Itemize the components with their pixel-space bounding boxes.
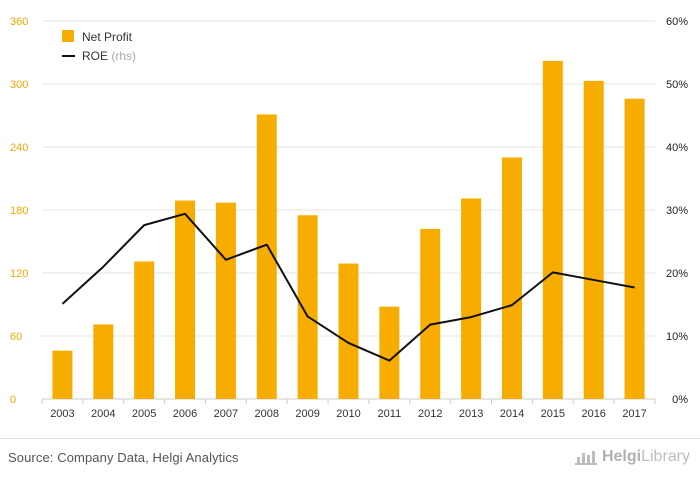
y-right-tick-label: 0% xyxy=(672,394,688,406)
bar-layer xyxy=(52,60,645,400)
y-left-tick-label: 180 xyxy=(10,205,28,217)
bar-net-profit xyxy=(175,200,196,399)
bar-net-profit xyxy=(297,215,318,399)
x-tick-label: 2013 xyxy=(459,408,483,420)
line-roe xyxy=(61,212,635,362)
legend-label-net-profit: Net Profit xyxy=(82,30,133,44)
helgi-library-logo[interactable]: HelgiLibrary xyxy=(574,448,690,466)
chart-svg: 0 0% 60 10% 120 20% 180 30% 240 40% 300 50% 360 60% 20… xyxy=(10,16,688,420)
y-right-tick-label: 60% xyxy=(666,16,688,28)
y-right-tick-label: 30% xyxy=(666,205,688,217)
x-tick-label: 2004 xyxy=(91,408,115,420)
legend: Net Profit ROE (rhs) xyxy=(62,30,136,63)
y-left-tick-label: 240 xyxy=(10,142,28,154)
bar-net-profit xyxy=(624,98,645,399)
legend-swatch-net-profit xyxy=(62,30,74,42)
helgi-library-logo-icon xyxy=(574,449,597,465)
x-tick-label: 2010 xyxy=(336,408,360,420)
bar-net-profit xyxy=(338,263,359,399)
legend-label-roe-suffix: (rhs) xyxy=(111,49,136,63)
x-tick-label: 2011 xyxy=(378,408,402,420)
bar-net-profit xyxy=(256,114,277,399)
legend-label-roe-name: ROE xyxy=(82,49,108,63)
line-layer xyxy=(61,212,635,362)
x-tick-label: 2015 xyxy=(541,408,565,420)
bar-net-profit xyxy=(52,350,73,399)
bar-net-profit xyxy=(501,157,522,399)
bar-net-profit xyxy=(542,60,563,400)
x-tick-label: 2017 xyxy=(622,408,646,420)
source-note: Source: Company Data, Helgi Analytics xyxy=(8,450,239,465)
footer-divider xyxy=(0,438,700,439)
y-right-tick-label: 10% xyxy=(666,331,688,343)
bar-net-profit xyxy=(461,198,482,399)
axis-layer: 0 0% 60 10% 120 20% 180 30% 240 40% 300 50% 360 60% 20… xyxy=(10,16,688,420)
x-tick-label: 2007 xyxy=(214,408,238,420)
logo-text: HelgiLibrary xyxy=(602,448,690,466)
bar-net-profit xyxy=(93,324,114,399)
legend-label-roe: ROE (rhs) xyxy=(82,49,136,63)
x-tick-label: 2014 xyxy=(500,408,524,420)
bar-net-profit xyxy=(420,228,441,399)
x-tick-label: 2006 xyxy=(173,408,197,420)
y-left-tick-label: 60 xyxy=(10,331,22,343)
x-tick-label: 2005 xyxy=(132,408,156,420)
y-right-tick-label: 20% xyxy=(666,268,688,280)
bar-net-profit xyxy=(134,261,155,399)
logo-brand: Helgi xyxy=(601,448,642,465)
bar-net-profit xyxy=(379,306,400,399)
x-tick-label: 2003 xyxy=(50,408,74,420)
y-left-tick-label: 120 xyxy=(10,268,28,280)
x-tick-label: 2009 xyxy=(295,408,319,420)
y-left-tick-label: 360 xyxy=(10,16,28,28)
x-tick-label: 2016 xyxy=(581,408,605,420)
y-left-tick-label: 300 xyxy=(10,79,28,91)
bar-net-profit xyxy=(583,80,604,399)
bar-net-profit xyxy=(215,202,236,399)
y-right-tick-label: 40% xyxy=(666,142,688,154)
y-left-tick-label: 0 xyxy=(10,394,16,406)
y-right-tick-label: 50% xyxy=(666,79,688,91)
logo-suffix: Library xyxy=(641,448,690,465)
x-tick-label: 2008 xyxy=(255,408,279,420)
x-tick-label: 2012 xyxy=(418,408,442,420)
